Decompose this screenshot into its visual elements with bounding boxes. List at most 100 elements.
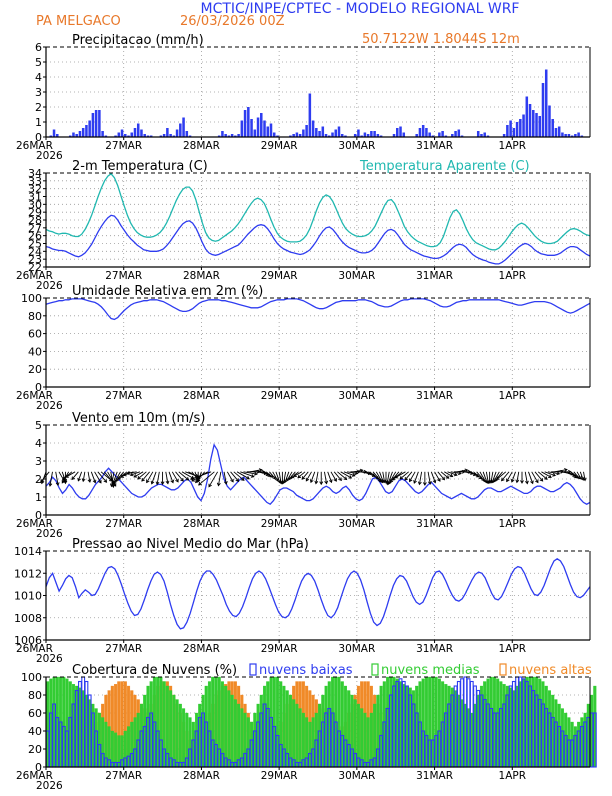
precip-bar <box>311 120 315 137</box>
precip-bar <box>227 135 231 137</box>
precip-bar <box>182 117 185 137</box>
precip-bar <box>454 131 457 137</box>
x-tick-label: 27MAR <box>105 643 142 655</box>
x-tick-label: 31MAR <box>416 390 453 402</box>
wind-vector-head <box>155 481 160 486</box>
wind-vector-head <box>61 479 66 484</box>
wind-vector-head <box>384 480 388 484</box>
wind-vector-head <box>464 468 469 473</box>
panel-rh: 0 20 40 60 80 100 26MAR 27MAR 28MAR 29MAR 30MAR 31M… <box>16 284 591 412</box>
x-tick-label: 31MAR <box>416 643 453 655</box>
precip-bar <box>421 125 425 137</box>
wind-vector <box>491 471 497 483</box>
wind-vector <box>137 471 147 480</box>
x-tick-label: 27MAR <box>105 770 142 782</box>
x-tick-label: 27MAR <box>105 270 142 282</box>
wind-vector-head <box>137 476 141 480</box>
x-year-label: 2026 <box>36 150 63 162</box>
precip-bar <box>344 135 347 137</box>
precip-bar <box>188 135 192 137</box>
panel-pressure: 1006 1008 1010 1012 1014 26MAR 27MAR 28MAR 29MAR… <box>14 537 591 665</box>
wind-vector <box>473 471 482 480</box>
panel-title: Umidade Relativa em 2m (%) <box>72 284 263 299</box>
wind-vector <box>115 471 125 482</box>
x-year-label: 2026 <box>36 400 63 412</box>
x-year-label: 2026 <box>36 528 63 540</box>
precip-bar <box>363 132 367 137</box>
precip-bar <box>98 110 101 137</box>
wind-vector <box>333 471 342 481</box>
wind-vector-head <box>92 479 97 484</box>
wind-vector-head <box>539 477 544 482</box>
wind-vector <box>490 471 494 483</box>
wind-vector-head <box>535 479 539 484</box>
wind-vector <box>347 471 358 475</box>
wind-vector <box>434 471 441 482</box>
wind-vector-head <box>195 479 199 484</box>
precip-bar <box>331 132 334 137</box>
wind-vector <box>223 471 227 485</box>
wind-vector-head <box>578 476 582 480</box>
wind-vector <box>457 469 468 473</box>
precip-bar <box>554 128 558 137</box>
wind-vector-head <box>146 479 150 484</box>
precip-bar <box>373 131 376 137</box>
precip-bar <box>56 134 59 137</box>
y-tick-label: 40 <box>28 725 42 738</box>
wind-vector <box>283 471 287 484</box>
panel-title: Pressao ao Nivel Medio do Mar (hPa) <box>72 537 309 552</box>
x-tick-label: 30MAR <box>338 643 375 655</box>
wind-vector <box>570 471 579 479</box>
y-tick-label: 29 <box>28 206 42 219</box>
wind-vector-head <box>328 479 333 484</box>
wind-vector <box>141 471 150 482</box>
precip-bar <box>162 134 166 137</box>
cloud-bar-nuvens-medias <box>369 712 373 768</box>
y-tick-label: 1 <box>35 491 42 504</box>
wind-vector-head <box>314 480 319 485</box>
precip-bar <box>334 129 338 137</box>
wind-vector-head <box>552 473 557 477</box>
precip-bar <box>253 129 257 137</box>
cloud-bar-nuvens-medias <box>227 690 231 768</box>
precip-bar <box>370 131 373 137</box>
legend-swatch <box>249 663 257 676</box>
cloud-bar-nuvens-medias <box>360 708 364 768</box>
precip-bar <box>234 135 237 137</box>
wind-vector-head <box>343 476 348 481</box>
wind-vector <box>516 471 520 483</box>
precip-bar <box>328 135 331 137</box>
y-tick-label: 24 <box>28 245 42 258</box>
precip-bar <box>272 132 276 137</box>
y-tick-label: 0 <box>35 381 42 394</box>
wind-vector <box>427 471 431 485</box>
wind-vector-head <box>216 482 221 487</box>
y-tick-label: 22 <box>28 261 42 274</box>
cloud-bar-nuvens-medias <box>110 730 114 768</box>
wind-vector-head <box>515 479 520 484</box>
wind-vector <box>444 471 453 477</box>
wind-vector <box>265 471 273 478</box>
y-tick-label: 2 <box>35 101 42 114</box>
wind-vector-head <box>501 477 505 482</box>
wind-vector-head <box>564 468 568 472</box>
x-tick-label: 26MAR <box>16 140 53 152</box>
precip-bar <box>49 135 53 137</box>
wind-vector <box>112 471 118 486</box>
precip-bar <box>564 134 567 137</box>
wind-vector-head <box>129 472 134 477</box>
wind-vector-head <box>441 476 446 481</box>
precip-bar <box>321 126 325 137</box>
wind-vector-head <box>141 477 145 482</box>
y-tick-label: 0 <box>35 131 42 144</box>
wind-vector-head <box>437 478 441 482</box>
wind-vector <box>506 471 513 482</box>
precip-bar <box>541 83 545 137</box>
wind-vector-head <box>253 471 258 476</box>
x-tick-label: 1APR <box>499 390 527 402</box>
precip-bar <box>567 134 571 137</box>
wind-vector-head <box>293 473 297 477</box>
precip-bar <box>360 135 363 137</box>
wind-vector <box>233 471 245 481</box>
